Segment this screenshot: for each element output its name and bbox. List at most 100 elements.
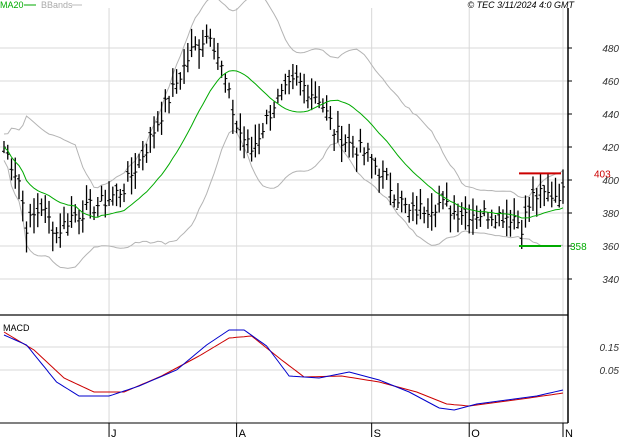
price-bar (249, 136, 254, 162)
price-bar (107, 181, 112, 206)
legend-ma20: MA20 (0, 0, 24, 10)
price-bar (309, 78, 314, 111)
price-bar (557, 183, 562, 208)
price-bar (253, 124, 258, 158)
price-bar (380, 160, 385, 189)
month-separators (108, 8, 564, 423)
price-bar (223, 73, 228, 93)
legend: MA20 BBands (0, 0, 82, 10)
price-bar (538, 173, 543, 209)
price-bar (313, 81, 318, 104)
price-bar (392, 194, 397, 208)
y-tick-label: 480 (602, 44, 619, 55)
macd-grid (0, 346, 568, 371)
price-bar (170, 68, 175, 97)
price-bar (497, 206, 502, 227)
price-bar (200, 29, 205, 57)
price-bar (140, 140, 145, 171)
price-bar (422, 206, 427, 224)
price-bar (118, 188, 123, 208)
price-bar (129, 157, 134, 195)
price-bar (317, 86, 322, 109)
price-bars (2, 24, 565, 253)
price-bar (504, 199, 509, 237)
price-bar (362, 147, 367, 166)
price-bar (35, 193, 40, 228)
price-bar (485, 212, 490, 229)
price-bar (425, 198, 430, 229)
level-label: 403 (594, 169, 611, 180)
price-bar (125, 161, 130, 182)
price-bar (99, 185, 104, 202)
price-bar (260, 122, 265, 139)
price-bar (545, 172, 550, 202)
price-levels: 403 358 (519, 169, 611, 253)
price-bar (530, 176, 535, 211)
price-bar (369, 154, 374, 179)
price-bar (395, 183, 400, 210)
price-bar (65, 213, 70, 236)
price-bar (39, 198, 44, 217)
price-bar (152, 116, 157, 149)
price-y-axis: 340 360 380 400 420 440 460 480 (568, 44, 619, 286)
y-tick-label: 420 (602, 143, 619, 154)
price-bar (452, 195, 457, 220)
price-bar (272, 101, 277, 119)
price-bar (373, 157, 378, 175)
price-bar (283, 73, 288, 95)
price-bar (347, 123, 352, 158)
price-bar (103, 189, 108, 218)
price-bar (137, 153, 142, 169)
price-bar (204, 24, 209, 44)
price-bar (482, 200, 487, 217)
price-bar (324, 95, 329, 121)
price-bar (275, 88, 280, 103)
price-bar (302, 73, 307, 104)
price-bar (542, 184, 547, 207)
price-bar (227, 82, 232, 99)
y-tick-label: 360 (602, 242, 619, 253)
price-bar (553, 177, 558, 203)
price-bar (534, 187, 539, 217)
price-bar (234, 120, 239, 134)
price-bar (92, 206, 97, 221)
price-bar (110, 186, 115, 206)
price-bar (148, 126, 153, 153)
price-bar (418, 188, 423, 220)
timestamp: © TEC 3/11/2024 4:0 GMT (467, 0, 575, 10)
price-bar (193, 36, 198, 51)
x-tick-label: J (111, 428, 117, 440)
price-bar (54, 227, 59, 244)
price-bar (20, 190, 25, 222)
price-bar (440, 191, 445, 210)
price-bar (470, 198, 475, 235)
price-bar (95, 196, 100, 217)
price-bar (365, 142, 370, 162)
price-bar (17, 174, 22, 200)
price-bar (410, 192, 415, 222)
price-bar (437, 185, 442, 213)
price-bar (414, 195, 419, 225)
price-bar (245, 129, 250, 154)
price-bar (182, 49, 187, 84)
price-bar (24, 221, 29, 253)
price-bar (133, 153, 138, 189)
price-bar (80, 200, 85, 233)
price-bar (242, 126, 247, 159)
price-bar (197, 39, 202, 69)
price-bar (549, 181, 554, 208)
price-bar (47, 200, 52, 234)
price-bar (515, 210, 520, 229)
price-bar (122, 183, 127, 203)
ma20-line (3, 70, 564, 219)
price-bar (77, 209, 82, 235)
price-bar (73, 204, 78, 223)
price-bar (407, 204, 412, 223)
price-bar (328, 106, 333, 130)
x-tick-label: A (239, 428, 247, 440)
price-bar (264, 109, 269, 125)
ma20-path (3, 70, 564, 219)
price-bar (512, 198, 517, 230)
price-bar (519, 219, 524, 249)
price-bar (58, 213, 63, 248)
